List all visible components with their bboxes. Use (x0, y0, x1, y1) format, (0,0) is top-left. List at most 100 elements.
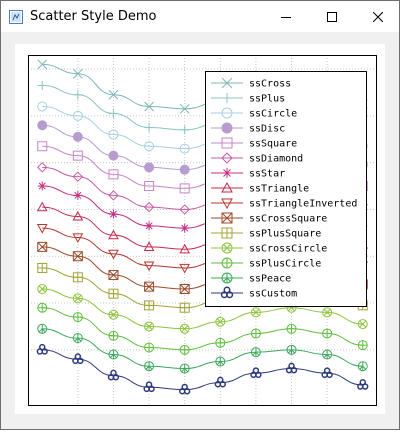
legend-item-ssDisc[interactable]: ssDisc (211, 122, 285, 135)
close-button[interactable] (355, 1, 401, 32)
data-point (73, 190, 83, 200)
legend-marker (221, 212, 233, 224)
data-point (144, 162, 155, 173)
maximize-icon (327, 11, 337, 22)
legend-label: ssStar (249, 169, 285, 180)
axis-frame (28, 55, 377, 406)
data-point (108, 229, 119, 240)
data-point (108, 209, 118, 219)
legend-marker (221, 137, 233, 149)
data-point (72, 233, 84, 244)
series-ssCrossCircle (37, 284, 368, 334)
data-point (37, 59, 48, 70)
data-point (143, 201, 155, 213)
data-point (37, 101, 48, 112)
legend-item-ssCircle[interactable]: ssCircle (211, 107, 297, 120)
data-point (108, 309, 119, 320)
legend-item-ssPlusSquare[interactable]: ssPlusSquare (211, 227, 321, 240)
legend-label: ssCrossCircle (249, 244, 327, 255)
legend-label: ssTriangleInverted (249, 199, 357, 210)
data-point (144, 123, 154, 133)
data-point (73, 68, 83, 79)
window-title: Scatter Style Demo (30, 9, 157, 24)
data-point (179, 323, 190, 334)
data-point (180, 223, 190, 233)
data-point (108, 109, 118, 118)
legend-marker (221, 122, 233, 134)
data-point (108, 89, 119, 100)
data-point (73, 90, 83, 100)
data-point (179, 183, 190, 194)
legend-item-ssCrossSquare[interactable]: ssCrossSquare (211, 212, 327, 225)
legend-item-ssDiamond[interactable]: ssDiamond (211, 152, 303, 165)
legend-marker (221, 272, 233, 284)
scatter-plot[interactable]: ssCross ssPlus ssCircle ssDisc ssSquare ssDia… (15, 44, 385, 414)
data-point (179, 204, 190, 215)
maximize-button[interactable] (309, 1, 355, 32)
data-point (37, 141, 48, 152)
series-line (42, 307, 363, 351)
legend-item-ssPlusCircle[interactable]: ssPlusCircle (211, 257, 321, 270)
data-point (37, 262, 48, 273)
legend-item-ssStar[interactable]: ssStar (211, 168, 285, 180)
legend-item-ssCustom[interactable]: ssCustom (211, 286, 297, 300)
data-point (108, 190, 119, 201)
data-point (72, 272, 83, 283)
legend-item-ssCross[interactable]: ssCross (211, 77, 291, 90)
legend-item-ssTriangle[interactable]: ssTriangle (211, 181, 309, 195)
legend-item-ssPeace[interactable]: ssPeace (211, 272, 291, 285)
legend-label: ssCrossSquare (249, 214, 327, 225)
data-point (37, 120, 48, 131)
data-point (108, 129, 119, 140)
data-point (143, 261, 155, 272)
data-point (322, 349, 333, 360)
title-bar[interactable]: Scatter Style Demo (1, 1, 399, 32)
data-point (179, 243, 191, 254)
legend-marker (221, 257, 233, 269)
legend-item-ssPlus[interactable]: ssPlus (211, 93, 285, 105)
legend-marker (221, 242, 233, 254)
legend[interactable]: ssCross ssPlus ssCircle ssDisc ssSquare ssDia… (205, 71, 367, 307)
data-point (37, 284, 48, 294)
legend-marker (222, 168, 232, 178)
data-point (215, 337, 226, 348)
data-point (215, 316, 226, 327)
series-ssPeace (37, 323, 368, 374)
legend-label: ssPlusCircle (249, 259, 321, 270)
data-point (179, 143, 190, 154)
data-point (108, 349, 119, 360)
legend-marker (222, 93, 232, 103)
legend-item-ssCrossCircle[interactable]: ssCrossCircle (211, 242, 327, 255)
data-point (72, 210, 84, 221)
data-point (357, 361, 368, 372)
minimize-button[interactable] (263, 1, 309, 32)
data-point (321, 367, 333, 379)
client-area: ssCross ssPlus ssCircle ssDisc ssSquare ssDia… (1, 32, 399, 429)
legend-label: ssTriangle (249, 184, 309, 195)
data-point (144, 221, 154, 231)
data-point (215, 356, 226, 367)
plot-widget[interactable]: ssCross ssPlus ssCircle ssDisc ssSquare ssDia… (15, 44, 385, 414)
legend-label: ssDisc (249, 124, 285, 135)
legend-marker (220, 286, 234, 299)
series-line (42, 288, 363, 330)
legend-label: ssPeace (249, 274, 291, 285)
series-ssCustom (36, 343, 369, 395)
data-point (144, 281, 155, 292)
data-point (250, 347, 261, 358)
data-point (179, 344, 190, 355)
data-point (37, 181, 47, 191)
data-point (286, 344, 297, 355)
grid (28, 55, 377, 406)
data-point (108, 330, 119, 341)
app-icon (9, 10, 23, 24)
data-point (179, 103, 190, 114)
legend-label: ssCross (249, 79, 291, 90)
series-line (42, 349, 363, 391)
data-point (72, 251, 83, 262)
data-point (108, 249, 119, 260)
legend-item-ssSquare[interactable]: ssSquare (211, 137, 297, 150)
legend-label: ssPlusSquare (249, 229, 321, 240)
legend-item-ssTriangleInverted[interactable]: ssTriangleInverted (211, 198, 357, 210)
legend-label: ssPlus (249, 94, 285, 105)
